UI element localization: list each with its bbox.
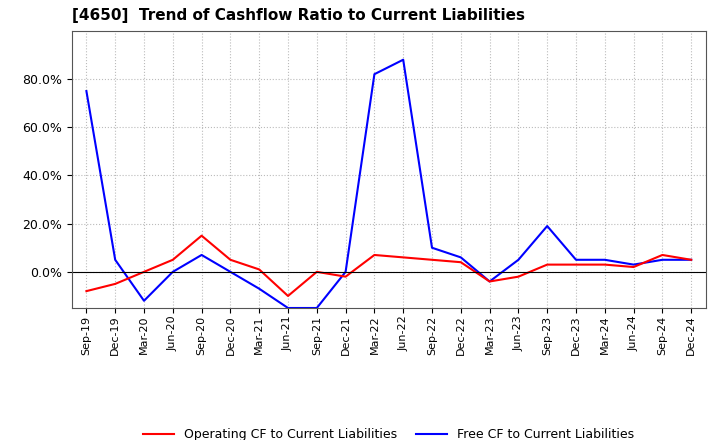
Free CF to Current Liabilities <box>168 269 177 275</box>
Free CF to Current Liabilities <box>370 72 379 77</box>
Operating CF to Current Liabilities <box>514 274 523 279</box>
Text: [4650]  Trend of Cashflow Ratio to Current Liabilities: [4650] Trend of Cashflow Ratio to Curren… <box>72 7 525 23</box>
Operating CF to Current Liabilities <box>485 279 494 284</box>
Free CF to Current Liabilities <box>111 257 120 262</box>
Free CF to Current Liabilities <box>456 255 465 260</box>
Operating CF to Current Liabilities <box>572 262 580 267</box>
Free CF to Current Liabilities <box>197 252 206 257</box>
Operating CF to Current Liabilities <box>629 264 638 270</box>
Operating CF to Current Liabilities <box>284 293 292 299</box>
Operating CF to Current Liabilities <box>456 260 465 265</box>
Operating CF to Current Liabilities <box>140 269 148 275</box>
Free CF to Current Liabilities <box>428 245 436 250</box>
Operating CF to Current Liabilities <box>312 269 321 275</box>
Operating CF to Current Liabilities <box>168 257 177 262</box>
Operating CF to Current Liabilities <box>255 267 264 272</box>
Free CF to Current Liabilities <box>572 257 580 262</box>
Free CF to Current Liabilities <box>600 257 609 262</box>
Free CF to Current Liabilities <box>687 257 696 262</box>
Free CF to Current Liabilities <box>543 224 552 229</box>
Free CF to Current Liabilities <box>341 269 350 275</box>
Free CF to Current Liabilities <box>82 88 91 94</box>
Operating CF to Current Liabilities <box>111 281 120 286</box>
Operating CF to Current Liabilities <box>600 262 609 267</box>
Operating CF to Current Liabilities <box>399 255 408 260</box>
Free CF to Current Liabilities <box>226 269 235 275</box>
Free CF to Current Liabilities <box>255 286 264 291</box>
Operating CF to Current Liabilities <box>197 233 206 238</box>
Free CF to Current Liabilities <box>485 279 494 284</box>
Line: Free CF to Current Liabilities: Free CF to Current Liabilities <box>86 60 691 308</box>
Free CF to Current Liabilities <box>284 305 292 311</box>
Operating CF to Current Liabilities <box>341 274 350 279</box>
Operating CF to Current Liabilities <box>543 262 552 267</box>
Operating CF to Current Liabilities <box>658 252 667 257</box>
Free CF to Current Liabilities <box>399 57 408 62</box>
Operating CF to Current Liabilities <box>428 257 436 262</box>
Free CF to Current Liabilities <box>658 257 667 262</box>
Operating CF to Current Liabilities <box>226 257 235 262</box>
Legend: Operating CF to Current Liabilities, Free CF to Current Liabilities: Operating CF to Current Liabilities, Fre… <box>138 423 639 440</box>
Free CF to Current Liabilities <box>629 262 638 267</box>
Operating CF to Current Liabilities <box>370 252 379 257</box>
Free CF to Current Liabilities <box>140 298 148 304</box>
Free CF to Current Liabilities <box>312 305 321 311</box>
Operating CF to Current Liabilities <box>687 257 696 262</box>
Free CF to Current Liabilities <box>514 257 523 262</box>
Operating CF to Current Liabilities <box>82 289 91 294</box>
Line: Operating CF to Current Liabilities: Operating CF to Current Liabilities <box>86 236 691 296</box>
